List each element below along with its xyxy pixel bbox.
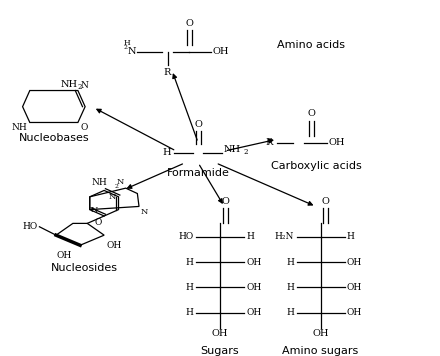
Text: NH: NH <box>60 80 77 89</box>
Text: Carboxylic acids: Carboxylic acids <box>271 161 362 171</box>
Text: O: O <box>80 123 88 132</box>
Text: OH: OH <box>246 308 261 317</box>
Text: O: O <box>308 109 316 119</box>
Text: OH: OH <box>347 258 362 267</box>
Text: H: H <box>347 232 355 241</box>
Text: N: N <box>80 81 88 90</box>
Text: NH: NH <box>12 123 28 132</box>
Text: R: R <box>164 68 171 77</box>
Text: HO: HO <box>179 232 194 241</box>
Text: H: H <box>286 308 294 317</box>
Text: NH: NH <box>92 178 108 187</box>
Text: OH: OH <box>213 47 229 56</box>
Text: OH: OH <box>56 251 71 260</box>
Text: O: O <box>221 197 229 206</box>
Text: OH: OH <box>347 283 362 292</box>
Text: R: R <box>265 138 272 147</box>
Text: H: H <box>162 148 171 157</box>
Text: H: H <box>124 39 130 47</box>
Text: OH: OH <box>106 241 121 250</box>
Text: H: H <box>286 258 294 267</box>
Text: OH: OH <box>312 329 329 338</box>
Text: H₂N: H₂N <box>275 232 294 241</box>
Text: HO: HO <box>22 222 37 231</box>
Text: OH: OH <box>347 308 362 317</box>
Text: N: N <box>128 47 136 56</box>
Text: OH: OH <box>246 283 261 292</box>
Text: Amino acids: Amino acids <box>277 40 345 50</box>
Text: Nucleobases: Nucleobases <box>18 132 89 142</box>
Text: OH: OH <box>212 329 228 338</box>
Text: N: N <box>140 208 148 216</box>
Text: OH: OH <box>246 258 261 267</box>
Text: 2: 2 <box>115 184 119 189</box>
Text: Formamide: Formamide <box>167 168 230 178</box>
Text: N: N <box>109 193 116 201</box>
Text: H: H <box>186 308 194 317</box>
Text: H: H <box>246 232 254 241</box>
Text: 2: 2 <box>77 83 81 91</box>
Text: O: O <box>194 120 202 129</box>
Text: H: H <box>286 283 294 292</box>
Text: OH: OH <box>328 138 345 147</box>
Text: N: N <box>117 178 125 187</box>
Text: H: H <box>186 283 194 292</box>
Text: N: N <box>91 206 99 214</box>
Text: O: O <box>185 19 193 28</box>
Text: Sugars: Sugars <box>201 346 239 356</box>
Text: Amino sugars: Amino sugars <box>282 346 359 356</box>
Text: O: O <box>322 197 330 206</box>
Text: Nucleosides: Nucleosides <box>51 263 118 273</box>
Text: 2: 2 <box>243 148 248 156</box>
Text: NH: NH <box>224 145 241 154</box>
Text: 2: 2 <box>124 45 128 50</box>
Text: O: O <box>94 218 102 226</box>
Text: H: H <box>186 258 194 267</box>
